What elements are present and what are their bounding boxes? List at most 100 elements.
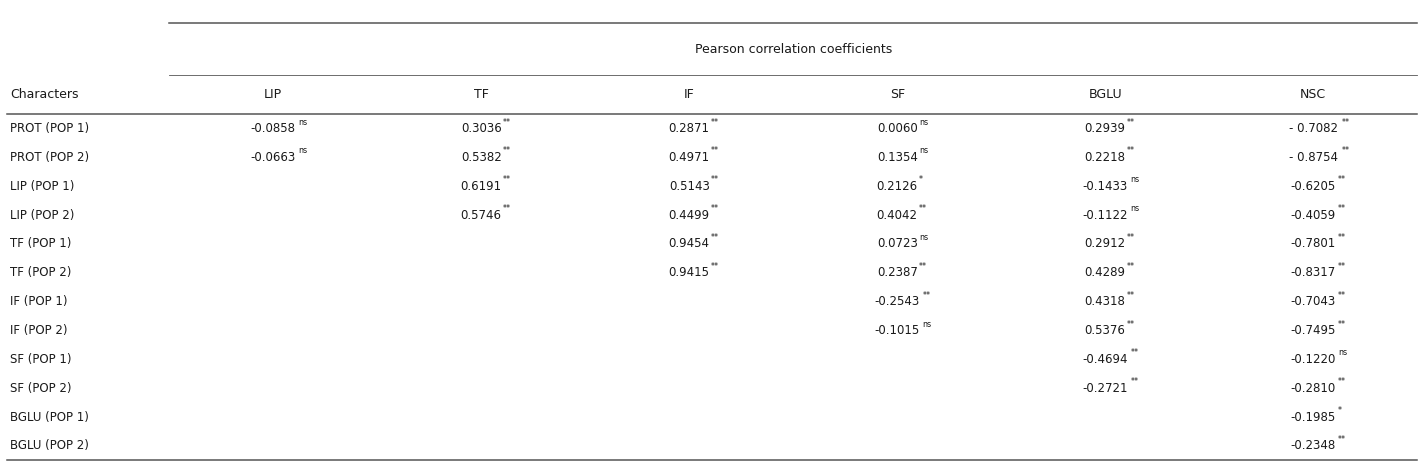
Text: **: **: [711, 146, 719, 155]
Text: **: **: [1127, 262, 1135, 271]
Text: ns: ns: [919, 233, 929, 242]
Text: ns: ns: [923, 319, 932, 329]
Text: 0.9415: 0.9415: [669, 266, 710, 279]
Text: **: **: [1127, 319, 1135, 329]
Text: **: **: [503, 175, 511, 184]
Text: ns: ns: [298, 118, 308, 126]
Text: **: **: [919, 204, 927, 213]
Text: -0.2543: -0.2543: [875, 295, 920, 308]
Text: BGLU (POP 1): BGLU (POP 1): [10, 411, 89, 424]
Text: *: *: [919, 175, 923, 184]
Text: -0.7801: -0.7801: [1291, 238, 1336, 250]
Text: SF (POP 1): SF (POP 1): [10, 353, 71, 366]
Text: **: **: [503, 204, 511, 213]
Text: 0.4289: 0.4289: [1085, 266, 1126, 279]
Text: SF (POP 2): SF (POP 2): [10, 382, 71, 395]
Text: ns: ns: [919, 118, 929, 126]
Text: -0.2348: -0.2348: [1291, 439, 1336, 452]
Text: 0.5376: 0.5376: [1085, 324, 1126, 337]
Text: -0.7043: -0.7043: [1291, 295, 1336, 308]
Text: **: **: [1127, 146, 1135, 155]
Text: **: **: [923, 291, 930, 300]
Text: 0.2871: 0.2871: [669, 122, 710, 135]
Text: -0.4694: -0.4694: [1082, 353, 1127, 366]
Text: 0.9454: 0.9454: [669, 238, 710, 250]
Text: - 0.7082: - 0.7082: [1289, 122, 1338, 135]
Text: **: **: [711, 262, 719, 271]
Text: ns: ns: [1130, 204, 1139, 213]
Text: **: **: [711, 175, 719, 184]
Text: BGLU (POP 2): BGLU (POP 2): [10, 439, 89, 452]
Text: LIP: LIP: [264, 88, 283, 101]
Text: **: **: [1342, 146, 1349, 155]
Text: TF (POP 2): TF (POP 2): [10, 266, 71, 279]
Text: Pearson correlation coefficients: Pearson correlation coefficients: [694, 43, 892, 56]
Text: -0.8317: -0.8317: [1291, 266, 1336, 279]
Text: ns: ns: [1130, 175, 1139, 184]
Text: -0.1985: -0.1985: [1291, 411, 1336, 424]
Text: 0.2939: 0.2939: [1085, 122, 1126, 135]
Text: -0.4059: -0.4059: [1291, 208, 1336, 221]
Text: **: **: [1127, 233, 1135, 242]
Text: *: *: [1338, 406, 1342, 415]
Text: -0.2810: -0.2810: [1291, 382, 1336, 395]
Text: LIP (POP 2): LIP (POP 2): [10, 208, 74, 221]
Text: -0.0663: -0.0663: [250, 151, 295, 164]
Text: BGLU: BGLU: [1088, 88, 1122, 101]
Text: **: **: [711, 233, 719, 242]
Text: SF: SF: [890, 88, 905, 101]
Text: 0.2218: 0.2218: [1085, 151, 1126, 164]
Text: 0.0060: 0.0060: [876, 122, 917, 135]
Text: **: **: [503, 118, 511, 126]
Text: -0.1015: -0.1015: [875, 324, 920, 337]
Text: 0.1354: 0.1354: [876, 151, 917, 164]
Text: IF (POP 2): IF (POP 2): [10, 324, 67, 337]
Text: 0.5143: 0.5143: [669, 179, 710, 193]
Text: 0.5382: 0.5382: [462, 151, 501, 164]
Text: TF: TF: [474, 88, 488, 101]
Text: 0.2912: 0.2912: [1085, 238, 1126, 250]
Text: **: **: [1338, 291, 1346, 300]
Text: 0.0723: 0.0723: [876, 238, 917, 250]
Text: 0.4971: 0.4971: [669, 151, 710, 164]
Text: -0.1122: -0.1122: [1082, 208, 1127, 221]
Text: **: **: [1130, 378, 1139, 386]
Text: 0.4042: 0.4042: [876, 208, 917, 221]
Text: **: **: [711, 118, 719, 126]
Text: IF: IF: [684, 88, 694, 101]
Text: **: **: [503, 146, 511, 155]
Text: **: **: [1338, 175, 1346, 184]
Text: **: **: [919, 262, 927, 271]
Text: 0.2387: 0.2387: [876, 266, 917, 279]
Text: Characters: Characters: [10, 88, 78, 101]
Text: IF (POP 1): IF (POP 1): [10, 295, 67, 308]
Text: 0.2126: 0.2126: [876, 179, 917, 193]
Text: **: **: [1338, 378, 1346, 386]
Text: PROT (POP 1): PROT (POP 1): [10, 122, 89, 135]
Text: 0.4499: 0.4499: [669, 208, 710, 221]
Text: ns: ns: [919, 146, 929, 155]
Text: 0.4318: 0.4318: [1085, 295, 1126, 308]
Text: **: **: [1342, 118, 1349, 126]
Text: -0.7495: -0.7495: [1291, 324, 1336, 337]
Text: -0.1220: -0.1220: [1291, 353, 1336, 366]
Text: **: **: [1338, 435, 1346, 444]
Text: 0.5746: 0.5746: [460, 208, 501, 221]
Text: **: **: [711, 204, 719, 213]
Text: PROT (POP 2): PROT (POP 2): [10, 151, 89, 164]
Text: **: **: [1338, 319, 1346, 329]
Text: **: **: [1130, 348, 1139, 358]
Text: **: **: [1338, 204, 1346, 213]
Text: **: **: [1127, 291, 1135, 300]
Text: ns: ns: [1338, 348, 1348, 358]
Text: 0.3036: 0.3036: [462, 122, 501, 135]
Text: - 0.8754: - 0.8754: [1289, 151, 1338, 164]
Text: ns: ns: [298, 146, 308, 155]
Text: 0.6191: 0.6191: [460, 179, 501, 193]
Text: **: **: [1338, 233, 1346, 242]
Text: LIP (POP 1): LIP (POP 1): [10, 179, 74, 193]
Text: -0.6205: -0.6205: [1291, 179, 1336, 193]
Text: -0.1433: -0.1433: [1082, 179, 1127, 193]
Text: NSC: NSC: [1301, 88, 1326, 101]
Text: -0.2721: -0.2721: [1082, 382, 1127, 395]
